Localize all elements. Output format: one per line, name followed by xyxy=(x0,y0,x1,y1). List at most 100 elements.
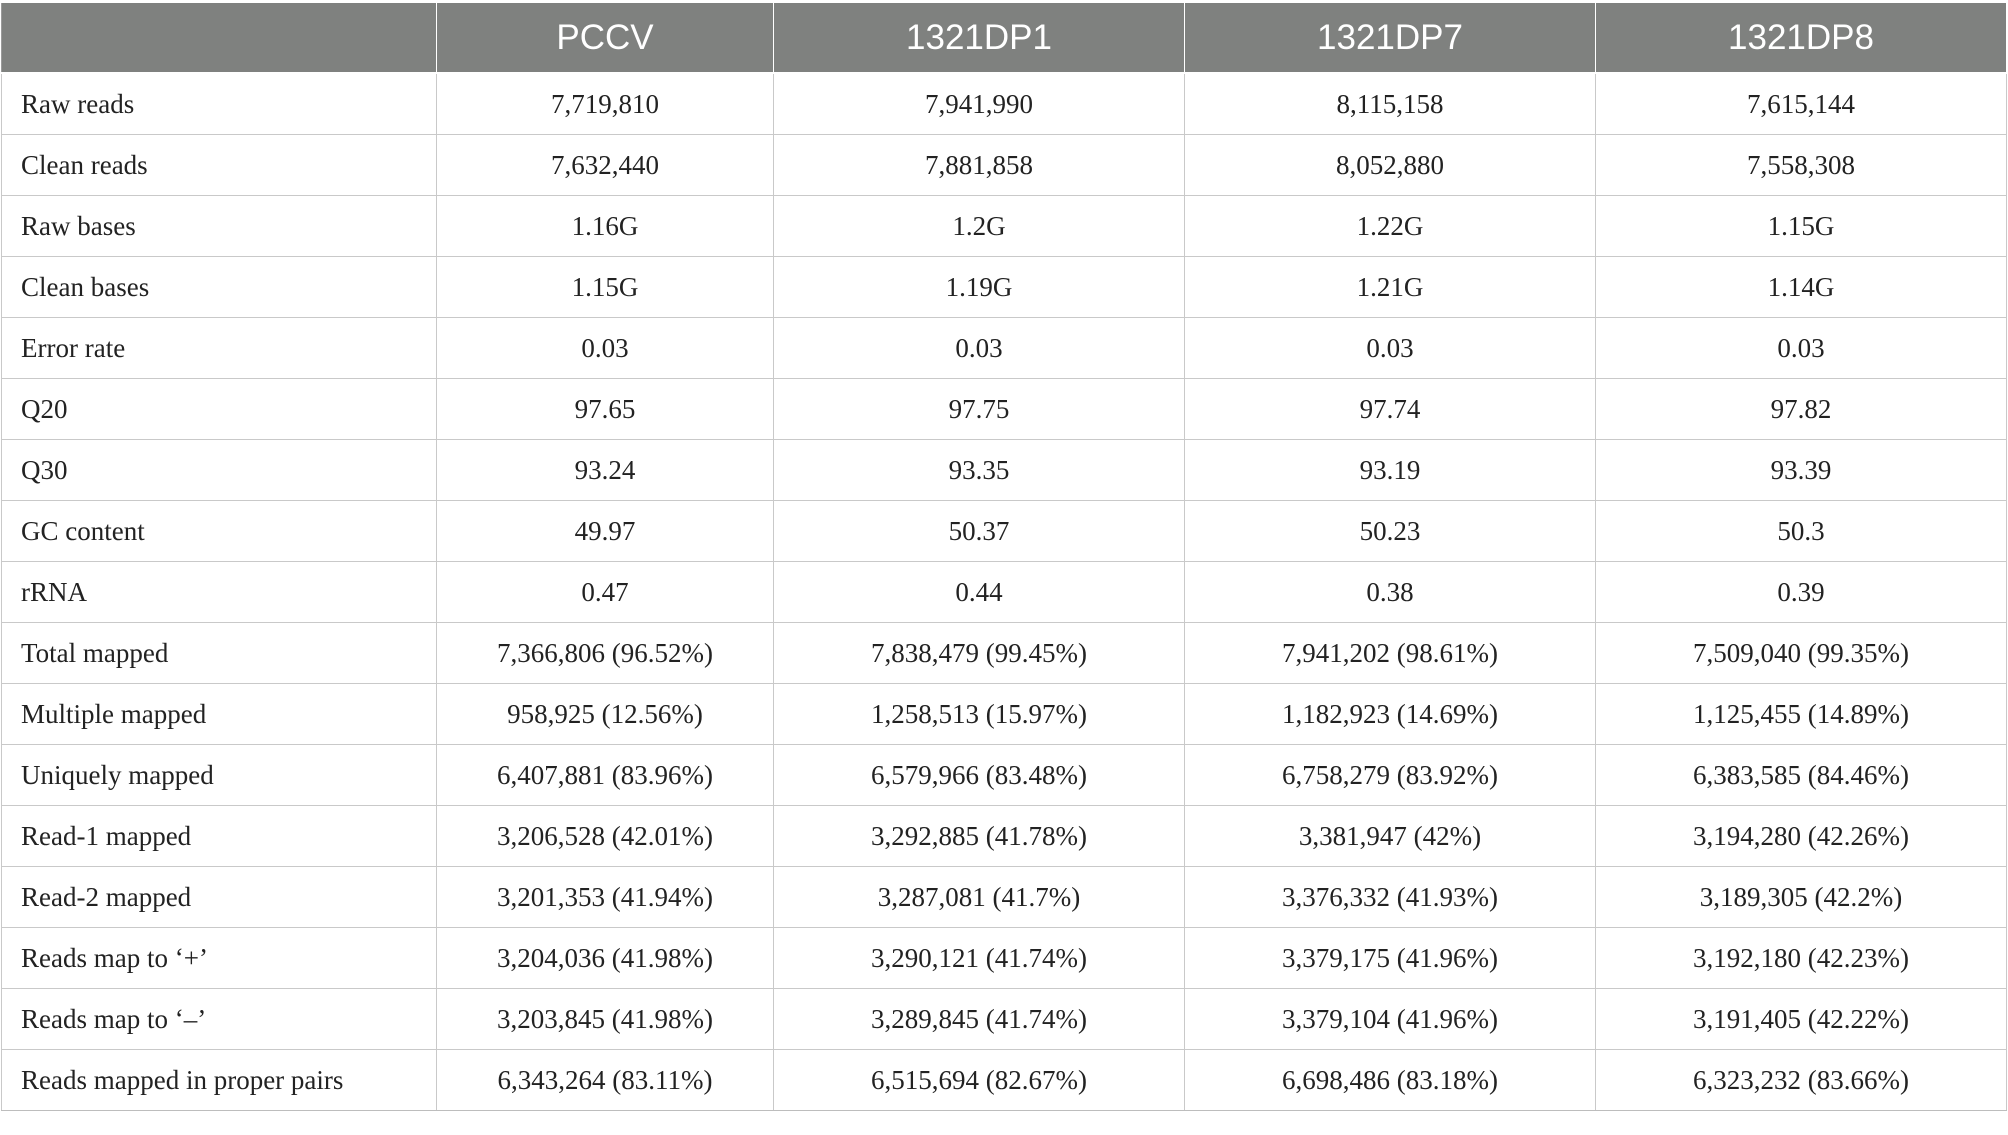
table-row: Total mapped 7,366,806 (96.52%) 7,838,479 … xyxy=(1,622,2007,684)
header-corner-cell xyxy=(1,3,437,74)
table-cell: 6,579,966 (83.48%) xyxy=(773,744,1185,806)
row-label: Reads mapped in proper pairs xyxy=(1,1049,437,1111)
sequencing-stats-table: PCCV 1321DP1 1321DP7 1321DP8 Raw reads 7,… xyxy=(1,3,2007,1111)
table-cell: 7,838,479 (99.45%) xyxy=(773,622,1185,684)
table-cell: 3,292,885 (41.78%) xyxy=(773,805,1185,867)
table-cell: 6,343,264 (83.11%) xyxy=(436,1049,774,1111)
table-cell: 3,203,845 (41.98%) xyxy=(436,988,774,1050)
table-cell: 1,125,455 (14.89%) xyxy=(1595,683,2007,745)
table-cell: 3,191,405 (42.22%) xyxy=(1595,988,2007,1050)
table-cell: 7,941,990 xyxy=(773,72,1185,135)
table-row: Reads mapped in proper pairs 6,343,264 (8… xyxy=(1,1049,2007,1111)
table-cell: 97.82 xyxy=(1595,378,2007,440)
table-cell: 3,379,175 (41.96%) xyxy=(1184,927,1596,989)
table-cell: 7,366,806 (96.52%) xyxy=(436,622,774,684)
row-label: Error rate xyxy=(1,317,437,379)
row-label: Q20 xyxy=(1,378,437,440)
row-label: Read-1 mapped xyxy=(1,805,437,867)
table-row: Reads map to ‘+’ 3,204,036 (41.98%) 3,290,… xyxy=(1,927,2007,989)
table-row: Raw bases 1.16G 1.2G 1.22G 1.15G xyxy=(1,195,2007,257)
table-cell: 3,189,305 (42.2%) xyxy=(1595,866,2007,928)
header-1321dp7: 1321DP7 xyxy=(1184,3,1596,74)
table-cell: 7,615,144 xyxy=(1595,72,2007,135)
row-label: rRNA xyxy=(1,561,437,623)
table-header-row: PCCV 1321DP1 1321DP7 1321DP8 xyxy=(1,3,2007,74)
table-row: Raw reads 7,719,810 7,941,990 8,115,158 7,61… xyxy=(1,72,2007,135)
table-cell: 7,881,858 xyxy=(773,134,1185,196)
row-label: Reads map to ‘+’ xyxy=(1,927,437,989)
table-cell: 1.22G xyxy=(1184,195,1596,257)
table-cell: 6,698,486 (83.18%) xyxy=(1184,1049,1596,1111)
table-cell: 7,558,308 xyxy=(1595,134,2007,196)
table-container: PCCV 1321DP1 1321DP7 1321DP8 Raw reads 7,… xyxy=(1,3,2007,1111)
table-cell: 3,289,845 (41.74%) xyxy=(773,988,1185,1050)
table-cell: 50.37 xyxy=(773,500,1185,562)
table-cell: 6,383,585 (84.46%) xyxy=(1595,744,2007,806)
table-cell: 7,509,040 (99.35%) xyxy=(1595,622,2007,684)
table-cell: 6,407,881 (83.96%) xyxy=(436,744,774,806)
table-row: rRNA 0.47 0.44 0.38 0.39 xyxy=(1,561,2007,623)
table-cell: 7,719,810 xyxy=(436,72,774,135)
header-1321dp8: 1321DP8 xyxy=(1595,3,2007,74)
row-label: Total mapped xyxy=(1,622,437,684)
table-cell: 958,925 (12.56%) xyxy=(436,683,774,745)
table-cell: 0.47 xyxy=(436,561,774,623)
table-cell: 3,287,081 (41.7%) xyxy=(773,866,1185,928)
table-cell: 0.03 xyxy=(1184,317,1596,379)
table-cell: 1.19G xyxy=(773,256,1185,318)
row-label: Q30 xyxy=(1,439,437,501)
row-label: Raw bases xyxy=(1,195,437,257)
table-cell: 0.03 xyxy=(773,317,1185,379)
row-label: Read-2 mapped xyxy=(1,866,437,928)
table-row: Uniquely mapped 6,407,881 (83.96%) 6,579,9… xyxy=(1,744,2007,806)
table-cell: 8,052,880 xyxy=(1184,134,1596,196)
row-label: Clean bases xyxy=(1,256,437,318)
table-cell: 93.35 xyxy=(773,439,1185,501)
table-cell: 6,515,694 (82.67%) xyxy=(773,1049,1185,1111)
table-cell: 6,323,232 (83.66%) xyxy=(1595,1049,2007,1111)
table-cell: 3,376,332 (41.93%) xyxy=(1184,866,1596,928)
table-cell: 1.2G xyxy=(773,195,1185,257)
table-cell: 1.15G xyxy=(436,256,774,318)
row-label: GC content xyxy=(1,500,437,562)
table-cell: 3,192,180 (42.23%) xyxy=(1595,927,2007,989)
table-cell: 3,381,947 (42%) xyxy=(1184,805,1596,867)
table-cell: 8,115,158 xyxy=(1184,72,1596,135)
table-cell: 3,379,104 (41.96%) xyxy=(1184,988,1596,1050)
table-cell: 3,206,528 (42.01%) xyxy=(436,805,774,867)
table-cell: 0.03 xyxy=(1595,317,2007,379)
table-cell: 1.16G xyxy=(436,195,774,257)
table-cell: 50.3 xyxy=(1595,500,2007,562)
header-1321dp1: 1321DP1 xyxy=(773,3,1185,74)
table-cell: 97.65 xyxy=(436,378,774,440)
table-cell: 3,204,036 (41.98%) xyxy=(436,927,774,989)
table-cell: 0.44 xyxy=(773,561,1185,623)
row-label: Multiple mapped xyxy=(1,683,437,745)
table-cell: 7,941,202 (98.61%) xyxy=(1184,622,1596,684)
row-label: Raw reads xyxy=(1,72,437,135)
table-cell: 0.03 xyxy=(436,317,774,379)
table-cell: 49.97 xyxy=(436,500,774,562)
table-row: Read-1 mapped 3,206,528 (42.01%) 3,292,885… xyxy=(1,805,2007,867)
table-row: Q20 97.65 97.75 97.74 97.82 xyxy=(1,378,2007,440)
table-row: Q30 93.24 93.35 93.19 93.39 xyxy=(1,439,2007,501)
table-cell: 93.24 xyxy=(436,439,774,501)
table-cell: 0.38 xyxy=(1184,561,1596,623)
table-cell: 93.39 xyxy=(1595,439,2007,501)
table-cell: 3,194,280 (42.26%) xyxy=(1595,805,2007,867)
table-cell: 3,201,353 (41.94%) xyxy=(436,866,774,928)
table-cell: 1,258,513 (15.97%) xyxy=(773,683,1185,745)
table-body: Raw reads 7,719,810 7,941,990 8,115,158 7,61… xyxy=(1,72,2007,1111)
table-cell: 6,758,279 (83.92%) xyxy=(1184,744,1596,806)
table-row: GC content 49.97 50.37 50.23 50.3 xyxy=(1,500,2007,562)
table-cell: 97.74 xyxy=(1184,378,1596,440)
table-row: Reads map to ‘–’ 3,203,845 (41.98%) 3,289,… xyxy=(1,988,2007,1050)
table-cell: 93.19 xyxy=(1184,439,1596,501)
table-cell: 97.75 xyxy=(773,378,1185,440)
table-row: Clean bases 1.15G 1.19G 1.21G 1.14G xyxy=(1,256,2007,318)
table-row: Read-2 mapped 3,201,353 (41.94%) 3,287,081… xyxy=(1,866,2007,928)
table-cell: 1.15G xyxy=(1595,195,2007,257)
header-pccv: PCCV xyxy=(436,3,774,74)
table-cell: 1.21G xyxy=(1184,256,1596,318)
table-cell: 1,182,923 (14.69%) xyxy=(1184,683,1596,745)
